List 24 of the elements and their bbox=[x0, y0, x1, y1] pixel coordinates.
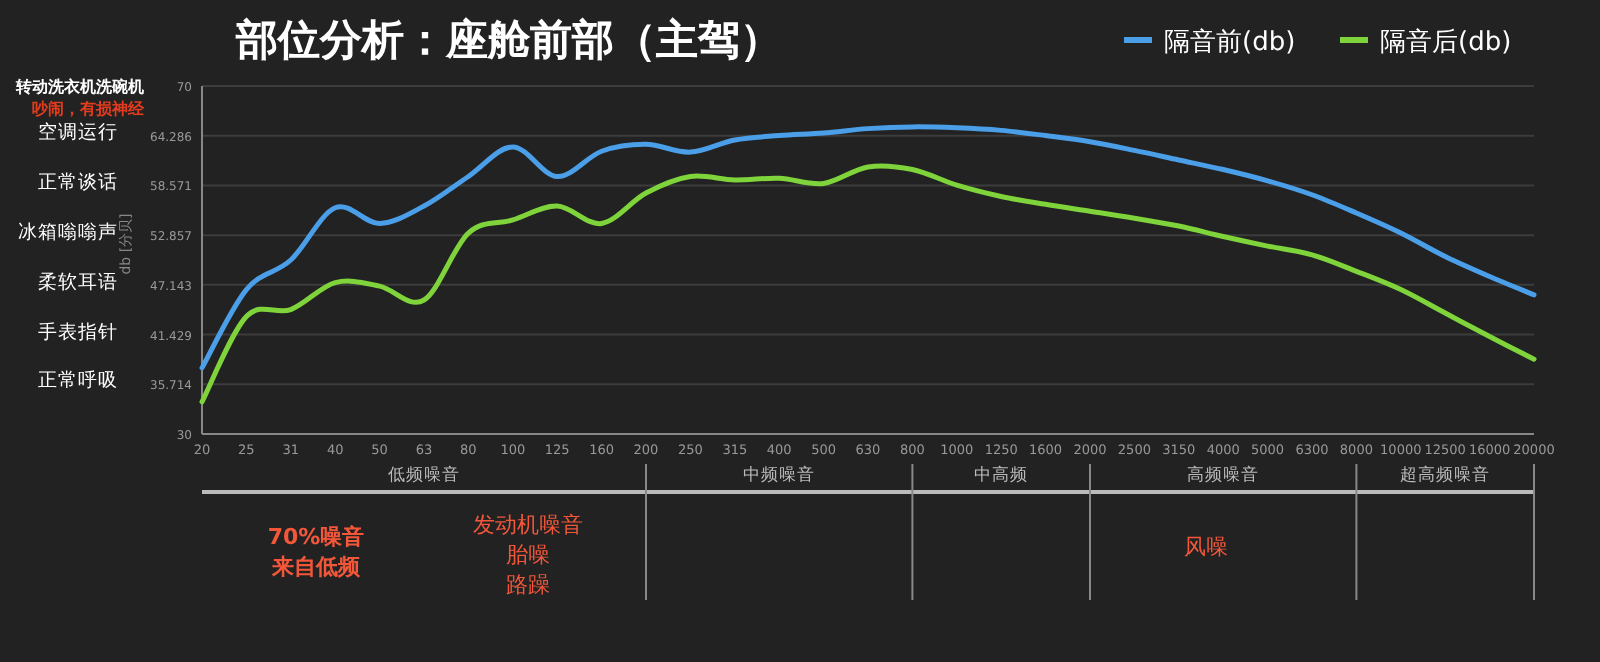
text: 来自低频 bbox=[270, 554, 362, 580]
text: 吵闹，有损神经 bbox=[32, 100, 146, 118]
chart-title: 部位分析：座舱前部（主驾） bbox=[234, 16, 782, 64]
text: 高频噪音 bbox=[1187, 464, 1260, 486]
text: 正常呼吸 bbox=[38, 368, 118, 392]
legend-label: 隔音前(db) bbox=[1164, 28, 1296, 58]
text: 空调运行 bbox=[38, 120, 118, 144]
text: 柔软耳语 bbox=[38, 270, 118, 294]
text: 发动机噪音 bbox=[473, 512, 583, 538]
text: 中高频 bbox=[974, 464, 1029, 486]
text: 风噪 bbox=[1184, 534, 1228, 560]
legend-label: 隔音后(db) bbox=[1380, 28, 1512, 58]
text: 冰箱嗡嗡声 bbox=[18, 220, 118, 244]
text: 胎噪 bbox=[506, 542, 550, 568]
line-series bbox=[199, 124, 1537, 371]
text: 手表指针 bbox=[38, 320, 118, 344]
text: 中频噪音 bbox=[743, 464, 816, 486]
text: 超高频噪音 bbox=[1400, 464, 1491, 486]
text: 转动洗衣机洗碗机 bbox=[14, 76, 144, 96]
text: 70%噪音 bbox=[267, 524, 365, 550]
text: 路躁 bbox=[506, 572, 550, 598]
text: 正常谈话 bbox=[38, 170, 118, 194]
text: 低频噪音 bbox=[388, 464, 460, 486]
line-series bbox=[199, 163, 1537, 405]
